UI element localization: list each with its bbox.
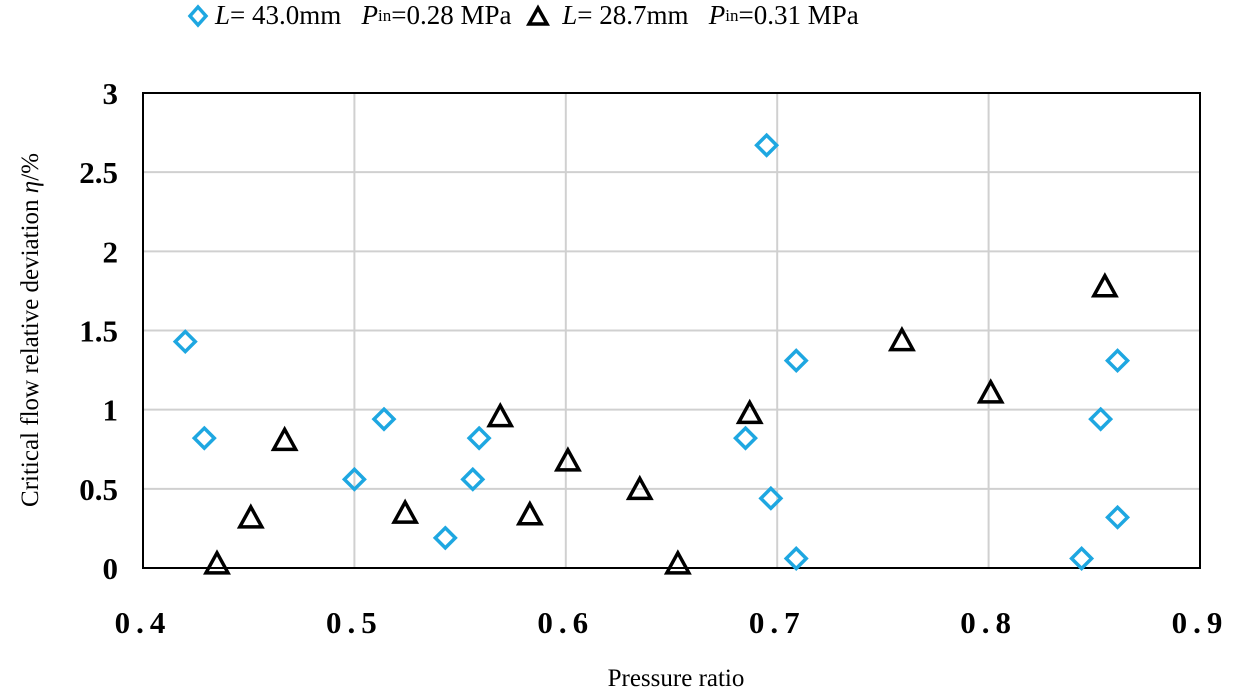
diamond-point (466, 425, 492, 451)
triangle-point (236, 503, 265, 529)
x-tick-label: 0.9 (1172, 605, 1229, 640)
y-tick-label: 1.5 (79, 314, 118, 349)
legend-pvar: P (708, 0, 726, 30)
x-tick-label: 0.5 (326, 605, 383, 640)
triangle-point (976, 378, 1005, 404)
diamond-point (191, 425, 217, 451)
diamond-point (1105, 348, 1131, 374)
triangle-point (887, 325, 916, 352)
triangle-point (270, 425, 299, 452)
y-axis-label-text: Critical flow relative deviation (17, 193, 44, 507)
diamond-marker-icon (187, 3, 209, 28)
diamond-point (460, 466, 486, 492)
plot-frame (142, 92, 1201, 569)
triangle-point (663, 549, 692, 575)
y-tick-label: 0.5 (79, 472, 118, 507)
diamond-point (758, 485, 784, 511)
x-tick-label: 0.4 (115, 605, 172, 640)
diamond-point (1105, 504, 1131, 530)
y-axis-label-symbol: η (17, 181, 44, 193)
diamond-point (341, 466, 367, 492)
legend-psub: in (725, 5, 739, 25)
legend-pressure: =0.28 MPa (391, 0, 512, 30)
y-tick-label: 2.5 (79, 155, 118, 190)
legend-pvar: P (361, 0, 379, 30)
diamond-point (783, 546, 809, 571)
legend-var: L (562, 0, 578, 30)
diamond-point (432, 525, 458, 551)
y-tick-label: 2 (103, 234, 119, 269)
grid (142, 92, 1201, 569)
diamond-point (1069, 546, 1095, 571)
triangle-point (391, 498, 420, 524)
legend-var: L (215, 0, 231, 30)
triangle-point (625, 474, 654, 501)
x-axis: 0.4 0.5 0.6 0.7 0.8 0.9 (115, 605, 1229, 640)
legend-length: = 28.7mm (577, 0, 689, 30)
diamond-point (733, 425, 758, 451)
triangle-point (1090, 272, 1119, 298)
x-tick-label: 0.7 (749, 605, 806, 640)
y-tick-label: 0 (103, 551, 119, 586)
x-axis-label: Pressure ratio (608, 665, 745, 691)
diamond-point (754, 132, 780, 158)
y-tick-label: 3 (103, 76, 119, 111)
y-axis: 0 0.5 1 1.5 2 2.5 3 (79, 76, 118, 586)
diamond-point (371, 406, 397, 432)
y-axis-label-unit: /% (17, 153, 44, 181)
diamond-point (783, 348, 809, 374)
triangle-marker-icon (526, 3, 551, 26)
data-points (172, 132, 1131, 575)
triangle-point (203, 549, 231, 575)
triangle-point (553, 446, 582, 472)
legend-psub: in (378, 5, 392, 25)
legend-length: = 43.0mm (230, 0, 342, 30)
x-tick-label: 0.6 (537, 605, 594, 640)
y-tick-label: 1 (103, 393, 119, 428)
triangle-point (515, 500, 544, 526)
triangle-point (735, 398, 764, 425)
y-axis-label: Critical flow relative deviation η/% (17, 153, 44, 507)
diamond-point (1088, 406, 1114, 432)
legend-pressure: =0.31 MPa (738, 0, 859, 30)
x-tick-label: 0.8 (960, 605, 1017, 640)
diamond-point (172, 329, 198, 355)
triangle-point (486, 401, 515, 428)
